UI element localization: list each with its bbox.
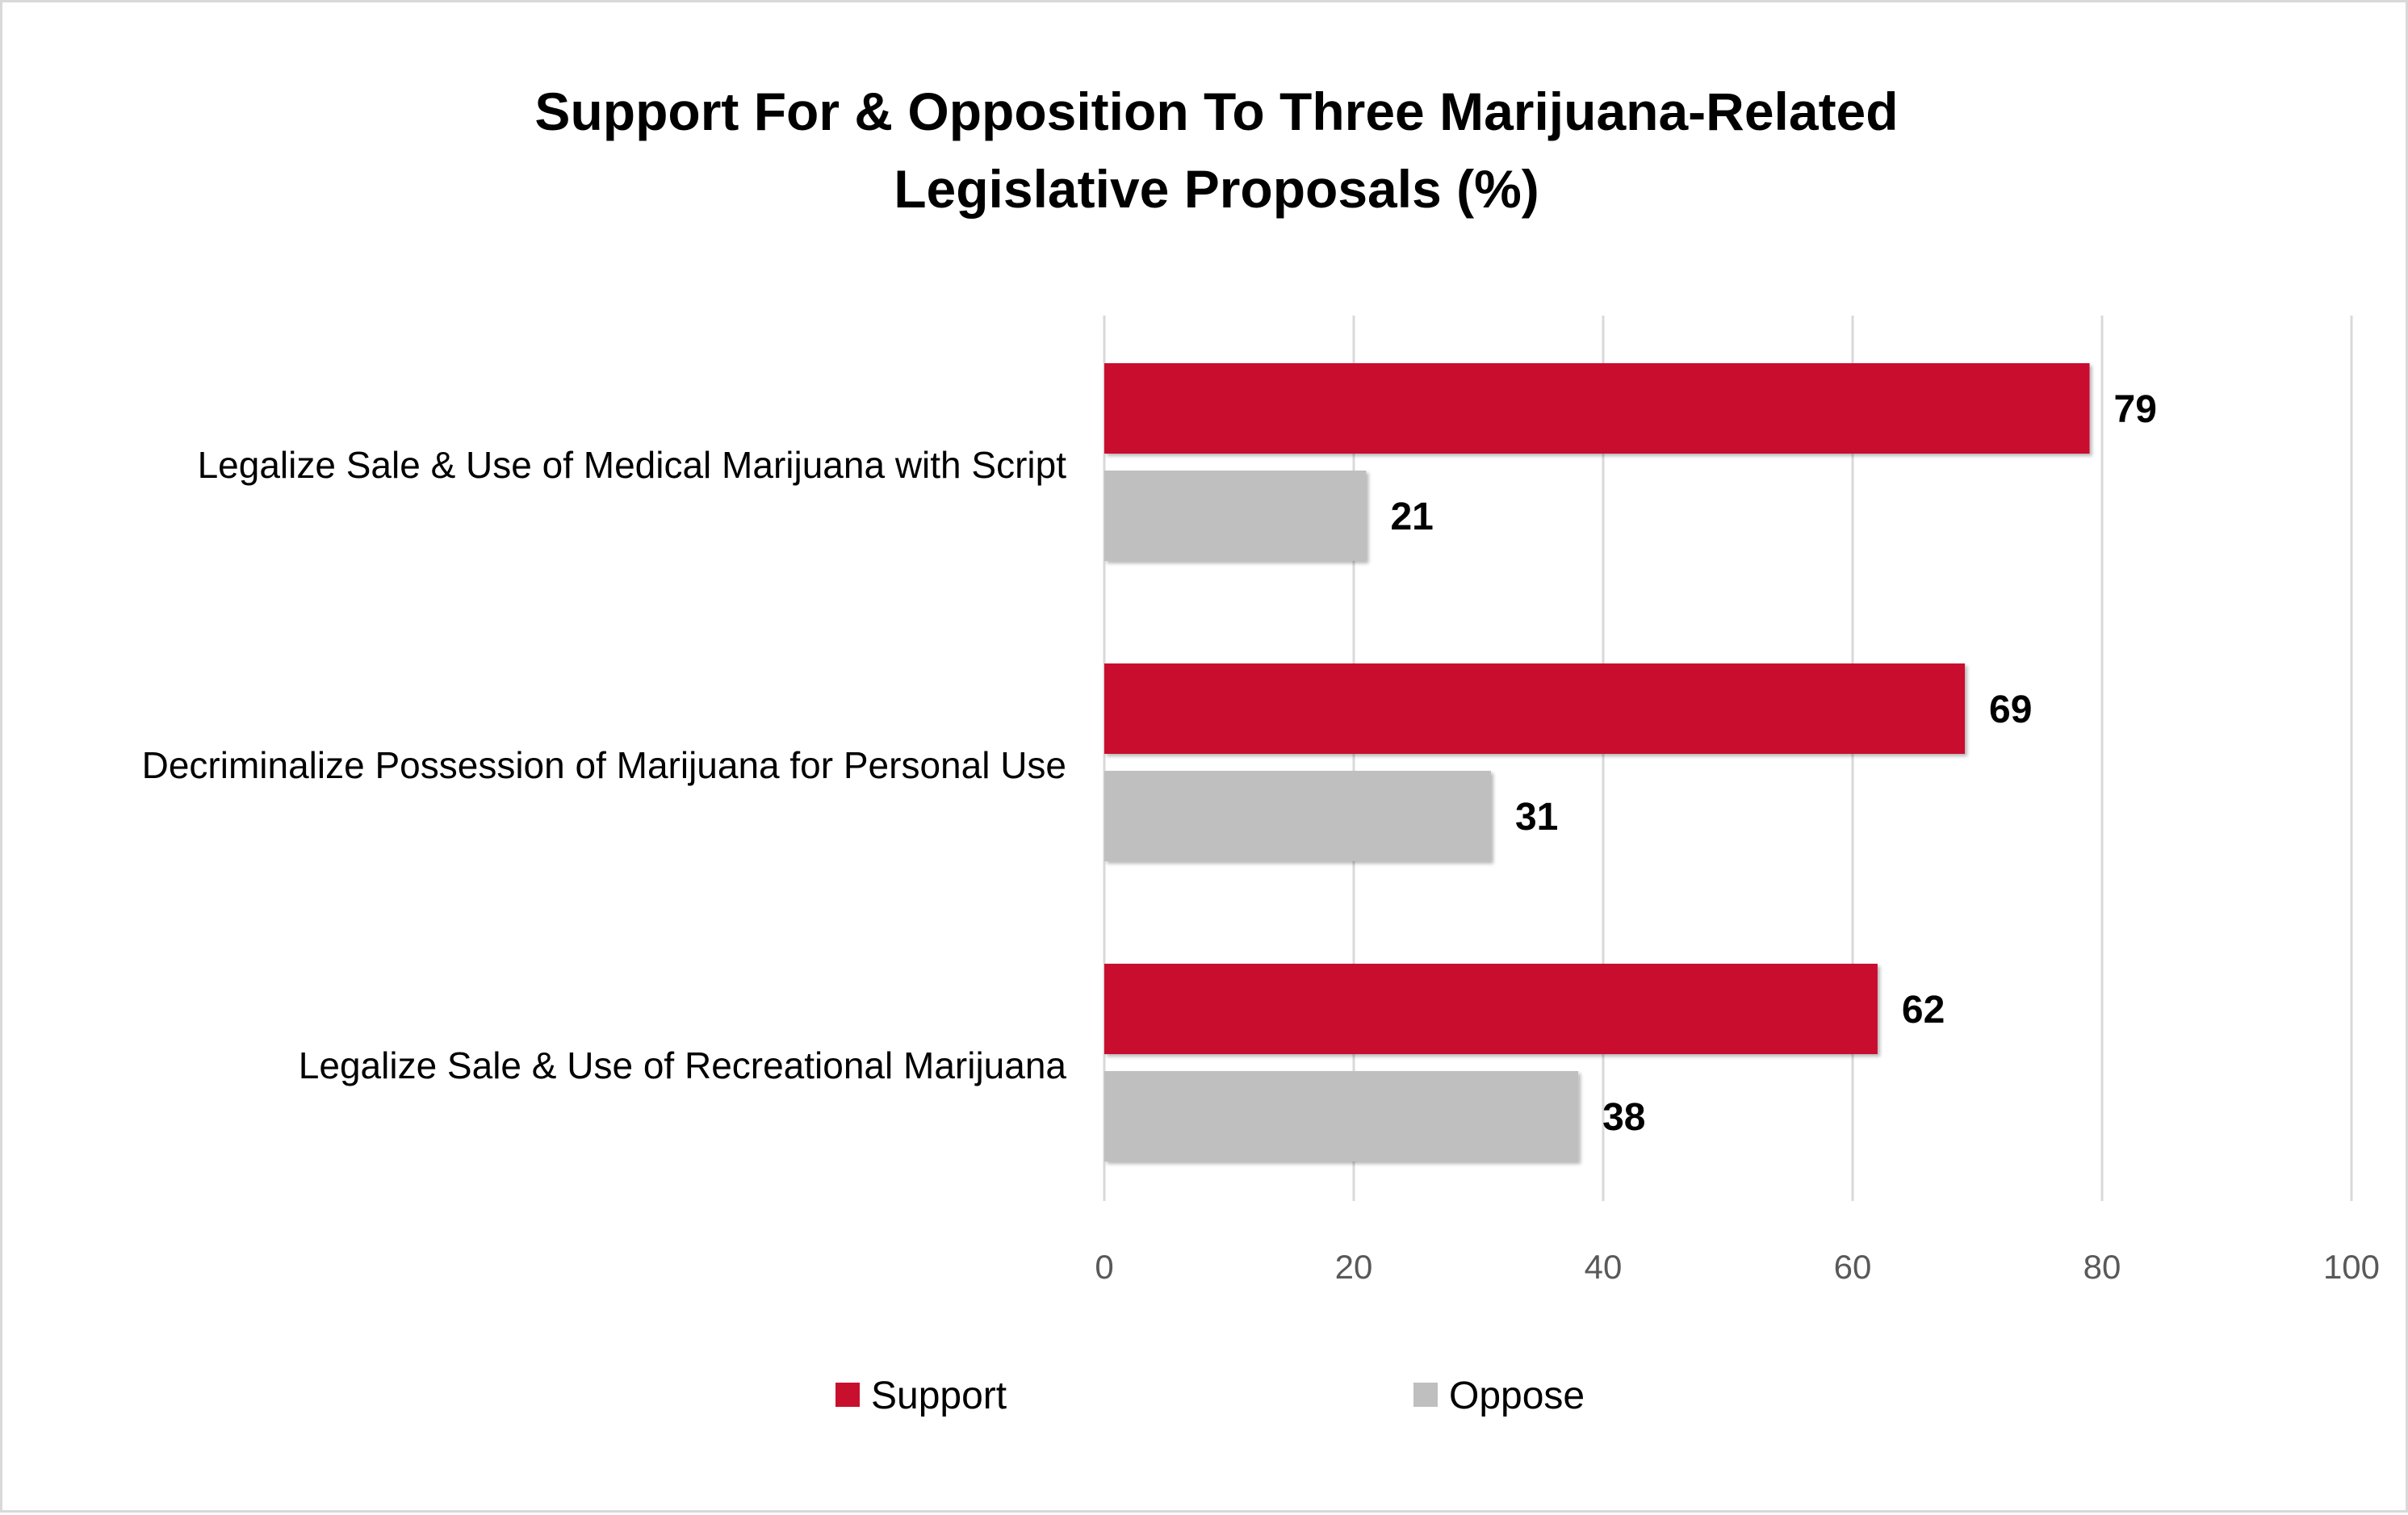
- x-tick-label: 80: [2083, 1248, 2121, 1286]
- bar-support: [1104, 964, 1878, 1054]
- bar-oppose: [1104, 1071, 1579, 1161]
- bar-oppose: [1104, 771, 1491, 861]
- chart-title: Support For & Opposition To Three Mariju…: [534, 82, 1898, 219]
- legend-swatch-oppose: [1413, 1383, 1438, 1407]
- x-tick-label: 0: [1095, 1248, 1113, 1286]
- legend-label-oppose: Oppose: [1449, 1375, 1585, 1417]
- chart-title-line-1: Support For & Opposition To Three Mariju…: [534, 82, 1898, 141]
- data-label-support: 79: [2114, 388, 2157, 431]
- x-tick-label: 100: [2323, 1248, 2380, 1286]
- bar-support: [1104, 663, 1966, 754]
- data-label-support: 62: [1902, 989, 1945, 1032]
- bars: [1104, 363, 2090, 1161]
- bar-support: [1104, 363, 2090, 454]
- x-tick-label: 20: [1335, 1248, 1373, 1286]
- data-label-oppose: 21: [1390, 496, 1433, 538]
- data-labels: 79 21 69 31 62 38: [1390, 388, 2156, 1139]
- x-tick-label: 40: [1585, 1248, 1623, 1286]
- data-label-support: 69: [1989, 688, 2032, 731]
- category-axis: Legalize Sale & Use of Medical Marijuana…: [142, 444, 1067, 1086]
- x-tick-label: 60: [1834, 1248, 1872, 1286]
- legend: Support Oppose: [835, 1375, 1585, 1417]
- data-label-oppose: 31: [1515, 796, 1558, 839]
- chart-title-line-2: Legislative Proposals (%): [894, 159, 1539, 219]
- value-axis: 0 20 40 60 80 100: [1095, 1248, 2380, 1286]
- category-label: Legalize Sale & Use of Medical Marijuana…: [198, 444, 1067, 486]
- legend-swatch-support: [835, 1383, 860, 1407]
- legend-label-support: Support: [871, 1375, 1007, 1417]
- category-label: Legalize Sale & Use of Recreational Mari…: [299, 1044, 1067, 1086]
- bar-oppose: [1104, 471, 1367, 561]
- data-label-oppose: 38: [1602, 1096, 1645, 1139]
- category-label: Decriminalize Possession of Marijuana fo…: [142, 744, 1066, 786]
